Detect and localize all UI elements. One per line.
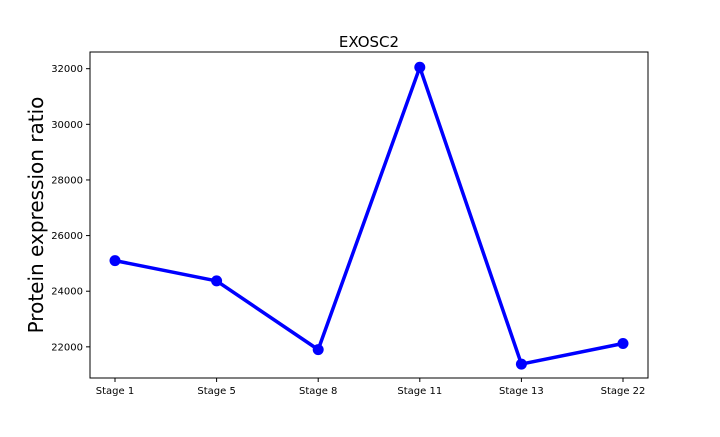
data-point <box>515 358 527 370</box>
chart-title: EXOSC2 <box>339 33 399 51</box>
x-tick-label: Stage 22 <box>601 386 646 397</box>
y-axis-label: Protein expression ratio <box>24 97 48 334</box>
x-tick-label: Stage 8 <box>299 386 337 397</box>
y-tick-label: 32000 <box>51 64 83 75</box>
y-axis: 22000 24000 26000 28000 30000 32000 <box>51 64 90 353</box>
x-axis: Stage 1 Stage 5 Stage 8 Stage 11 Stage 13 Sta… <box>96 378 646 397</box>
series-line <box>113 65 625 366</box>
y-tick-label: 28000 <box>51 175 83 186</box>
data-point <box>414 61 426 73</box>
y-tick-label: 30000 <box>51 120 83 131</box>
series-group <box>109 61 629 370</box>
x-tick-label: Stage 13 <box>499 386 544 397</box>
data-point <box>211 275 223 287</box>
y-tick-label: 24000 <box>51 287 83 298</box>
data-point <box>109 255 121 267</box>
y-tick-label: 22000 <box>51 342 83 353</box>
y-tick-label: 26000 <box>51 231 83 242</box>
data-point <box>312 344 324 356</box>
x-tick-label: Stage 1 <box>96 386 134 397</box>
x-tick-label: Stage 11 <box>397 386 442 397</box>
x-tick-label: Stage 5 <box>197 386 235 397</box>
plot-frame <box>89 51 649 379</box>
data-point <box>617 338 629 350</box>
